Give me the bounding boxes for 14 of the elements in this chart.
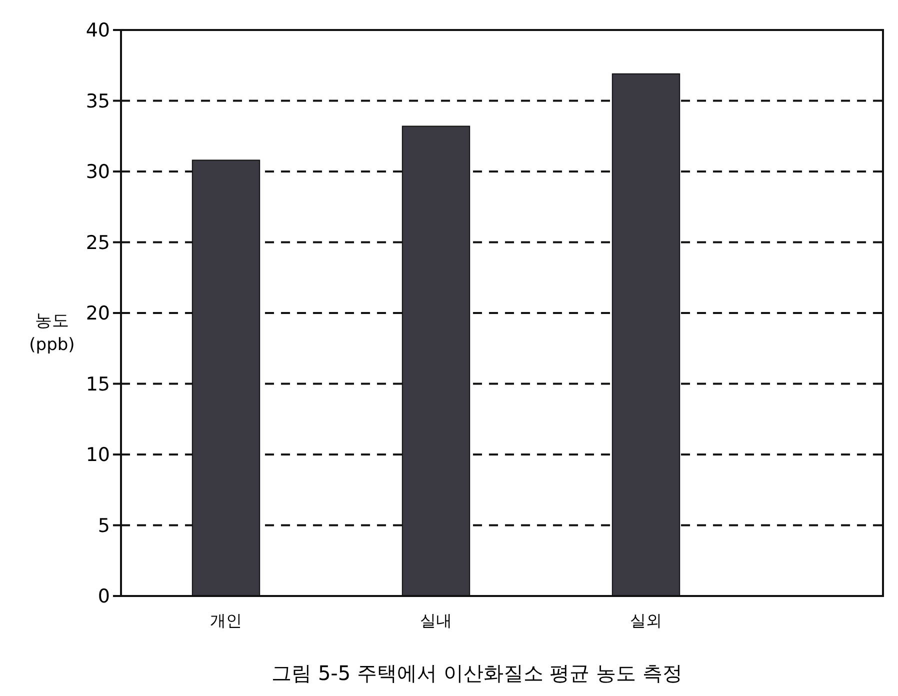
y-tick-label: 0 [98, 586, 110, 608]
x-tick-label: 개인 [210, 611, 242, 630]
y-tick-label: 35 [86, 90, 110, 112]
y-tick-label: 10 [86, 444, 110, 466]
x-tick-label: 실내 [420, 611, 452, 630]
x-tick-label: 실외 [630, 611, 662, 630]
y-tick-label: 15 [86, 373, 110, 396]
text: 그림 5-5 주택에서 이산화질소 평균 농도 측정 [272, 661, 682, 685]
y-tick-label: 20 [86, 302, 110, 325]
y-axis-title: 농도 (ppb) [29, 311, 75, 355]
y-tick-label: 30 [86, 161, 110, 184]
y-tick-label: 5 [98, 514, 110, 537]
y-tick-label: 25 [86, 232, 110, 254]
y-tick-label: 40 [86, 20, 110, 42]
